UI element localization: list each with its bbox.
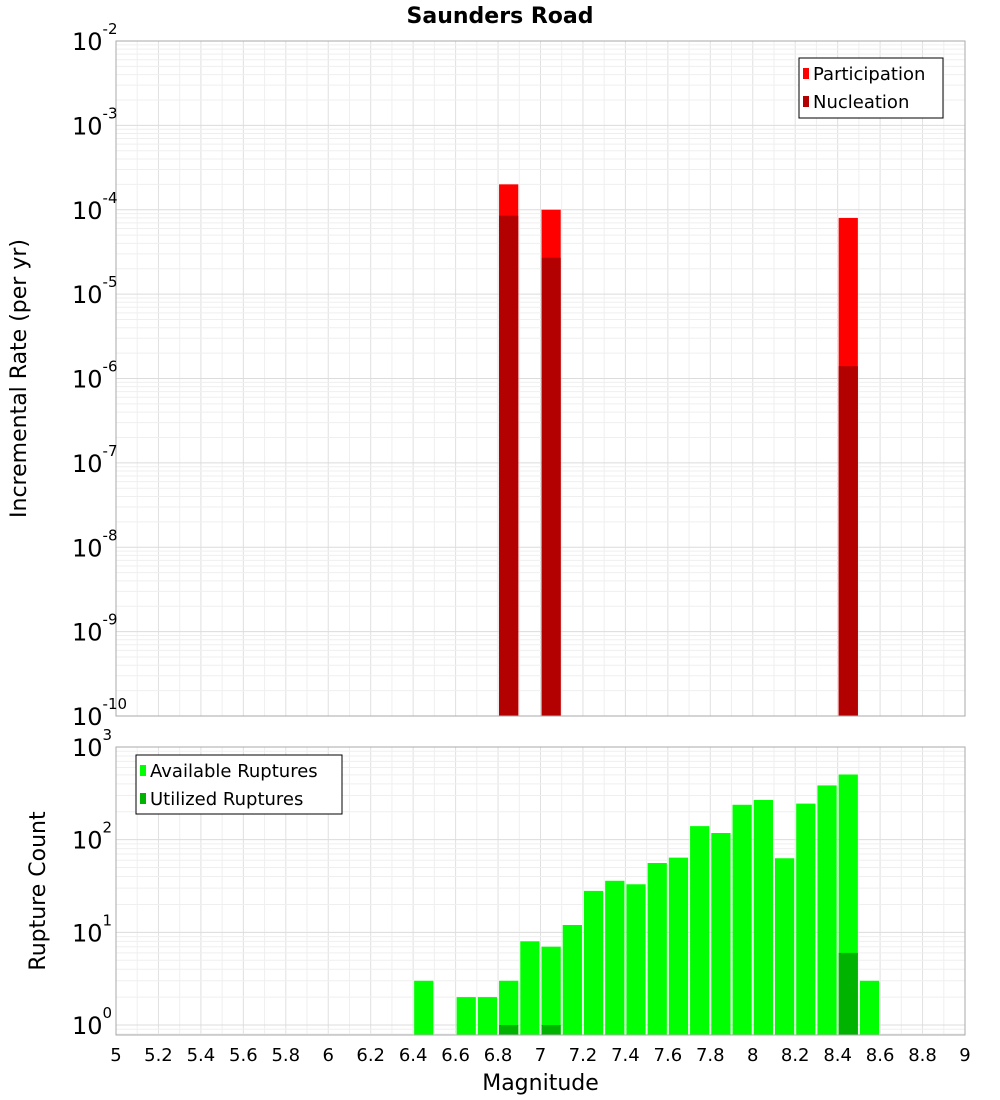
- bar-utilized-ruptures-6-85: [499, 1025, 519, 1035]
- bar-utilized-ruptures-7-05: [541, 1025, 561, 1035]
- rate-legend-box: [798, 57, 944, 119]
- rate-plot-border: [115, 40, 966, 717]
- bar-utilized-ruptures-8-45: [838, 952, 858, 1035]
- bar-available-ruptures-7-05: [541, 946, 561, 1035]
- bar-available-ruptures-6-45: [414, 980, 434, 1035]
- rate-y-axis-label: Incremental Rate (per yr): [7, 239, 32, 518]
- y-tick-label: 101: [72, 911, 112, 947]
- x-tick-label: 6.6: [441, 1045, 470, 1066]
- x-tick-label: 7.4: [611, 1045, 640, 1066]
- x-ticks: 5 5.2 5.4 5.6 5.8 6 6.2 6.4 6.6 6.8 7 7.2 7.4 7.6 7.8 8…: [110, 1045, 970, 1066]
- bar-available-ruptures-6-85: [499, 980, 519, 1035]
- count-plot-border: [115, 746, 966, 1036]
- bar-available-ruptures-6-95: [520, 941, 540, 1035]
- bar-available-ruptures-7-25: [583, 890, 604, 1035]
- y-tick-label: 10-2: [72, 20, 118, 56]
- rate-legend: Participation Nucleation: [798, 57, 944, 119]
- y-tick-label: 100: [72, 1004, 112, 1040]
- legend-label-available: Available Ruptures: [150, 761, 318, 782]
- legend-label-utilized: Utilized Ruptures: [150, 789, 303, 810]
- bar-available-ruptures-8-05: [753, 799, 773, 1035]
- x-tick-label: 5.6: [229, 1045, 258, 1066]
- legend-swatch-available: [140, 765, 146, 776]
- y-tick-label: 10-8: [72, 526, 118, 562]
- x-tick-label: 7: [535, 1045, 546, 1066]
- y-tick-label: 10-3: [72, 104, 118, 140]
- bar-available-ruptures-8-35: [817, 785, 837, 1035]
- y-tick-label: 10-4: [72, 189, 118, 225]
- bar-available-ruptures-7-65: [668, 857, 689, 1035]
- x-tick-label: 6.8: [484, 1045, 513, 1066]
- chart-title: Saunders Road: [407, 4, 594, 29]
- x-tick-label: 7.2: [569, 1045, 598, 1066]
- bar-available-ruptures-8-25: [796, 803, 816, 1035]
- count-y-axis-label: Rupture Count: [26, 811, 51, 971]
- bar-available-ruptures-7-15: [562, 924, 582, 1035]
- bar-nucleation-7-05: [541, 257, 561, 716]
- rate-y-ticks: 10-10 10-9 10-8 10-7 10-6 10-5 10-4 10-3 10-2: [72, 20, 127, 731]
- bar-available-ruptures-8-55: [859, 980, 880, 1035]
- x-tick-label: 8.4: [823, 1045, 852, 1066]
- count-bars: [414, 774, 880, 1035]
- x-tick-label: 8: [747, 1045, 758, 1066]
- y-tick-label: 10-7: [72, 442, 118, 478]
- x-tick-label: 5: [110, 1045, 121, 1066]
- rupture-count-panel: 100 101 102 103 5 5.2 5.4 5.6 5.8 6 6.2 6.4 6.6 6.8 7…: [26, 726, 971, 1096]
- y-tick-label: 102: [72, 819, 112, 855]
- bar-available-ruptures-7-85: [711, 833, 731, 1035]
- x-tick-label: 8.2: [781, 1045, 810, 1066]
- legend-swatch-nucleation: [803, 96, 809, 107]
- x-tick-label: 9: [959, 1045, 970, 1066]
- rate-panel: 10-10 10-9 10-8 10-7 10-6 10-5 10-4 10-3 10-2 In…: [7, 20, 966, 731]
- x-tick-label: 8.6: [866, 1045, 895, 1066]
- legend-label-nucleation: Nucleation: [813, 92, 909, 113]
- bar-available-ruptures-7-95: [732, 804, 752, 1035]
- x-tick-label: 5.8: [271, 1045, 300, 1066]
- x-axis-label: Magnitude: [482, 1071, 599, 1096]
- y-tick-label: 10-9: [72, 611, 118, 647]
- legend-swatch-utilized: [140, 793, 146, 804]
- x-tick-label: 7.8: [696, 1045, 725, 1066]
- bar-available-ruptures-7-35: [605, 880, 625, 1035]
- bar-nucleation-6-85: [499, 215, 519, 717]
- bar-nucleation-8-45: [838, 366, 858, 716]
- x-tick-label: 5.4: [187, 1045, 216, 1066]
- bar-available-ruptures-6-75: [477, 997, 498, 1035]
- count-legend: Available Ruptures Utilized Ruptures: [135, 754, 343, 815]
- y-tick-label: 103: [72, 726, 112, 762]
- x-tick-label: 5.2: [144, 1045, 173, 1066]
- x-tick-label: 6.2: [356, 1045, 385, 1066]
- bar-available-ruptures-7-75: [690, 826, 710, 1035]
- x-tick-label: 6.4: [399, 1045, 428, 1066]
- x-tick-label: 6: [323, 1045, 334, 1066]
- bar-available-ruptures-8-15: [774, 858, 795, 1035]
- bar-available-ruptures-7-55: [647, 863, 667, 1035]
- x-tick-label: 7.6: [654, 1045, 683, 1066]
- count-y-ticks: 100 101 102 103: [72, 726, 112, 1040]
- legend-swatch-participation: [803, 68, 809, 79]
- y-tick-label: 10-6: [72, 358, 118, 394]
- y-tick-label: 10-10: [72, 695, 127, 731]
- rate-grid: [115, 40, 966, 717]
- rate-bars: [499, 184, 858, 717]
- bar-available-ruptures-6-65: [456, 997, 476, 1035]
- bar-available-ruptures-7-45: [626, 884, 646, 1035]
- count-legend-box: [135, 754, 343, 815]
- x-tick-label: 8.8: [908, 1045, 937, 1066]
- y-tick-label: 10-5: [72, 273, 118, 309]
- legend-label-participation: Participation: [813, 64, 925, 85]
